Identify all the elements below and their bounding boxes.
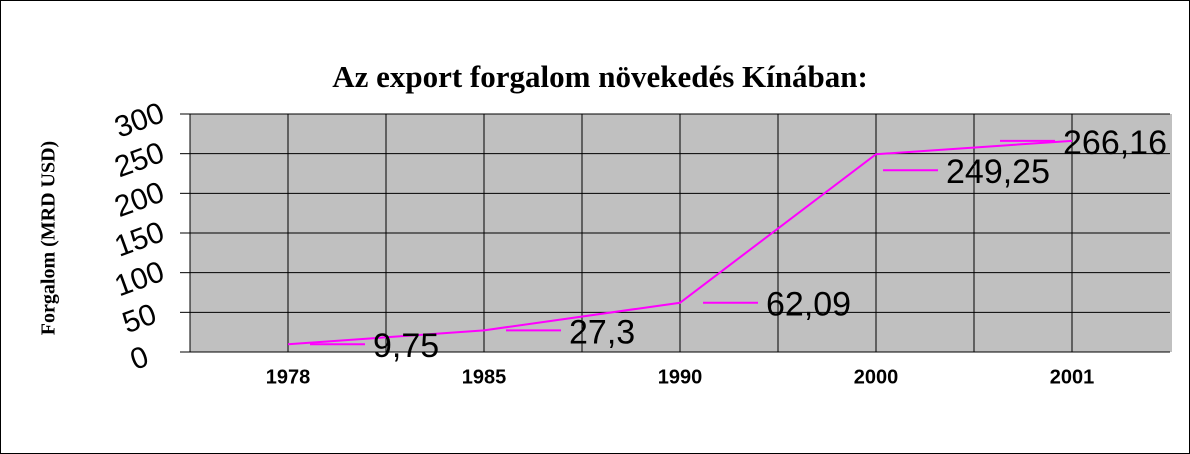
data-label: 249,25 [946,153,1050,191]
data-label: 27,3 [569,313,635,351]
x-tick-label: 2001 [1050,366,1095,388]
data-label: 266,16 [1063,124,1167,162]
x-tick-label: 1985 [462,366,507,388]
chart-title: Az export forgalom növekedés Kínában: [332,59,868,94]
y-axis-label: Forgalom (MRD USD) [38,141,60,335]
data-line [287,139,1073,346]
data-label: 9,75 [373,327,439,365]
x-tick-label: 2000 [854,366,899,388]
data-label: 62,09 [766,286,851,324]
x-tick-label: 1990 [658,366,703,388]
x-tick-label: 1978 [266,366,311,388]
